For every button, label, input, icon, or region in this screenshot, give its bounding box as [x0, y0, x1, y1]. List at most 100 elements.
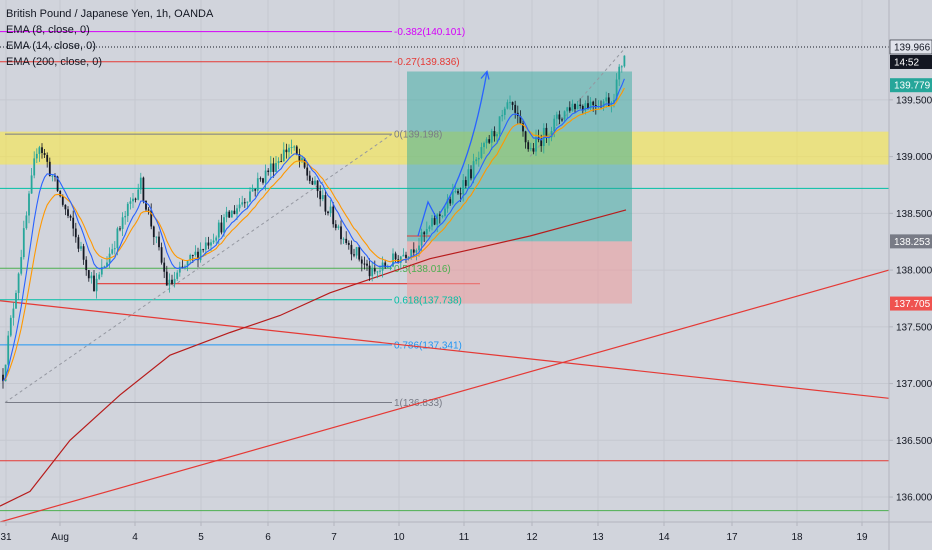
candle-body [376, 271, 379, 273]
candle-body [90, 275, 93, 279]
stop-price-tag-bg [890, 296, 932, 311]
candle-body [116, 228, 119, 249]
candle-body [563, 111, 566, 120]
candle-body [80, 246, 82, 249]
candle-body [589, 101, 592, 109]
candle-body [613, 100, 615, 103]
entry-price-tag-bg [890, 234, 932, 249]
candle-body [20, 257, 23, 274]
candle-body [262, 178, 264, 183]
candle-body [82, 246, 85, 260]
candle-body [340, 226, 342, 240]
ascending-trendline [0, 269, 890, 523]
candle-body [64, 204, 67, 210]
candle-body [436, 214, 439, 225]
ema-200-label: EMA (200, close, 0) [6, 56, 102, 68]
candle-body [558, 114, 561, 120]
candle-countdown-tag: 14:52 [894, 57, 919, 68]
candles-group [2, 55, 626, 389]
candle-body [275, 163, 277, 172]
candle-body [308, 175, 311, 181]
candle-body [15, 292, 17, 309]
candle-body [95, 278, 98, 292]
fib-level-label: -0.27(139.836) [394, 57, 460, 68]
candle-body [368, 265, 371, 277]
candle-body [446, 199, 449, 209]
candle-body [249, 191, 251, 202]
candle-body [212, 240, 215, 243]
candle-body [392, 253, 394, 267]
candle-body [329, 206, 332, 214]
candle-body [142, 177, 145, 201]
candle-body [366, 263, 368, 266]
resistance-zone [0, 131, 889, 165]
time-tick-label: 13 [592, 532, 604, 543]
candle-body [324, 195, 327, 212]
price-tick-label: 139.000 [896, 152, 932, 163]
candle-body [267, 170, 270, 173]
time-tick-label: 5 [198, 532, 204, 543]
candle-body [176, 272, 179, 279]
candle-body [618, 66, 621, 80]
stop-price-tag: 137.705 [894, 299, 931, 310]
candle-body [72, 217, 75, 229]
candle-body [311, 180, 314, 185]
candle-countdown-tag-bg [890, 54, 932, 69]
fib-level-label: -0.382(140.101) [394, 27, 465, 38]
candle-body [298, 154, 301, 161]
candle-body [584, 103, 587, 111]
candle-body [199, 249, 202, 261]
candle-body [615, 79, 618, 101]
candle-body [454, 191, 457, 193]
candle-body [337, 226, 340, 228]
projection-arrow [439, 71, 488, 214]
candle-body [428, 226, 431, 230]
candle-body [59, 190, 62, 197]
time-tick-label: 19 [856, 532, 868, 543]
candle-body [215, 237, 218, 241]
profit-zone [407, 71, 632, 242]
candle-body [592, 101, 595, 106]
candle-body [4, 364, 7, 382]
candle-body [43, 152, 46, 155]
candle-body [553, 118, 556, 132]
candle-body [171, 279, 173, 284]
fib-level-label: 0(139.198) [394, 130, 442, 141]
candle-body [462, 180, 465, 195]
candle-body [228, 211, 231, 218]
candle-body [470, 169, 472, 179]
candle-body [314, 180, 316, 185]
ema-14-line [2, 87, 625, 382]
candle-body [168, 279, 171, 286]
candle-body [496, 134, 498, 137]
price-tick-label: 136.000 [896, 493, 932, 504]
candle-body [347, 242, 350, 245]
candle-body [9, 317, 12, 336]
candle-body [119, 228, 121, 230]
candle-body [272, 163, 275, 172]
candle-body [493, 131, 496, 137]
candle-body [85, 259, 88, 271]
candle-body [498, 116, 501, 135]
projection-arrow-small [417, 200, 438, 237]
candle-body [233, 210, 236, 215]
candle-body [623, 55, 626, 67]
candle-body [425, 229, 428, 235]
time-tick-label: 10 [393, 532, 405, 543]
candle-body [173, 278, 176, 284]
candle-body [360, 259, 363, 264]
candle-body [67, 209, 69, 216]
candle-body [145, 200, 147, 210]
candle-body [126, 203, 129, 216]
ema-8-line [2, 78, 625, 382]
price-tick-label: 136.500 [896, 436, 932, 447]
candle-body [576, 104, 579, 110]
candle-body [321, 195, 324, 200]
candle-body [358, 247, 361, 260]
candle-body [48, 161, 51, 177]
candle-body [241, 202, 244, 205]
time-tick-label: 31 [0, 532, 12, 543]
candle-body [246, 201, 249, 203]
